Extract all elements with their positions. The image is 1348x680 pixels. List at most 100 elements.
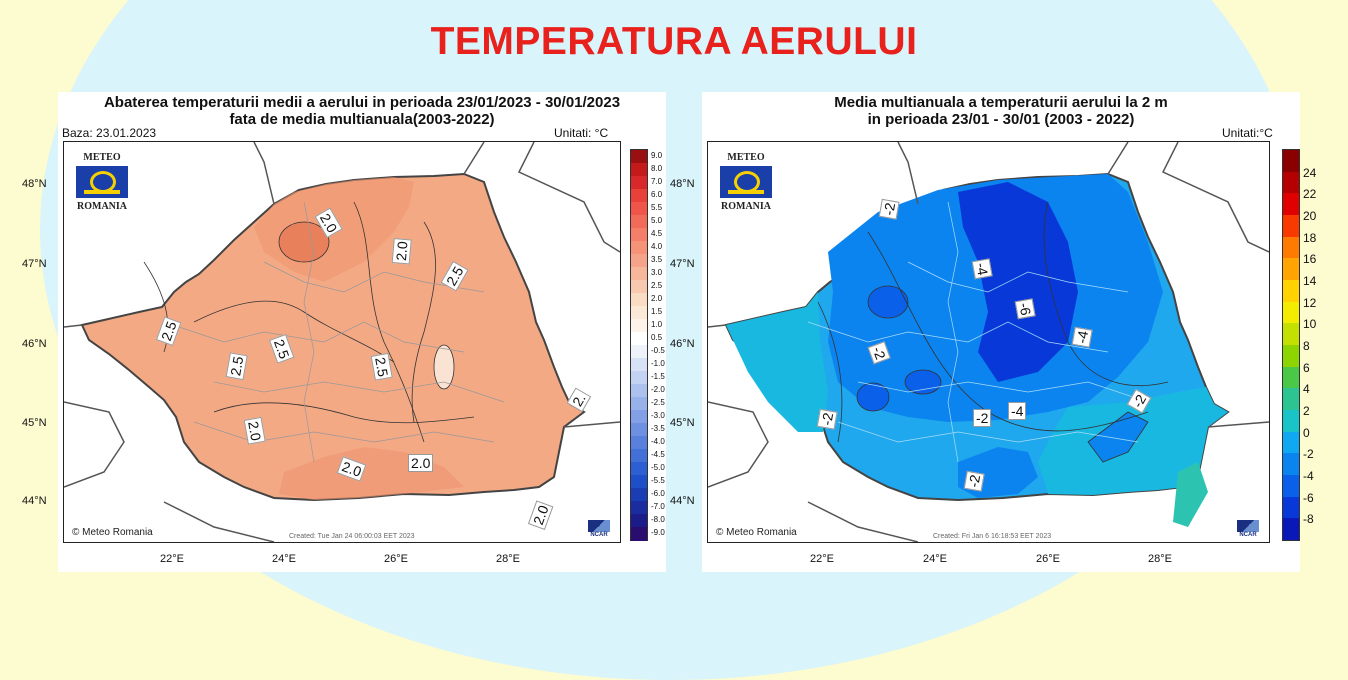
contour-line — [193, 300, 395, 363]
colorbar-label: -1.5 — [651, 371, 665, 381]
colorbar-label: 20 — [1303, 209, 1317, 223]
colorbar-swatch — [631, 397, 647, 411]
contour-label: -4 — [1008, 402, 1027, 420]
colorbar-label: -3.0 — [651, 410, 665, 420]
colorbar-label: -8.0 — [651, 514, 665, 524]
romania-cool-region — [433, 344, 455, 390]
colorbar-swatch — [631, 501, 647, 515]
left-lon-label: 24°E — [272, 553, 296, 565]
romania-cold-region — [867, 285, 909, 319]
colorbar-label: 2 — [1303, 404, 1310, 418]
right-lat-label: 47°N — [670, 258, 695, 270]
colorbar-label: 4.5 — [651, 228, 663, 238]
colorbar-label: -8 — [1303, 512, 1314, 527]
colorbar-swatch — [631, 293, 647, 307]
colorbar-label: 22 — [1303, 187, 1317, 202]
right-ncar-logo: NCAR — [1237, 520, 1259, 538]
colorbar-label: 1.5 — [651, 306, 663, 316]
right-copyright: © Meteo Romania — [716, 527, 797, 538]
colorbar-swatch — [631, 215, 647, 229]
colorbar-swatch — [631, 306, 647, 320]
right-lon-label: 28°E — [1148, 553, 1172, 565]
colorbar-label: 12 — [1303, 295, 1317, 310]
colorbar-label: 0 — [1303, 425, 1310, 440]
left-map-drawing — [64, 142, 620, 542]
colorbar-swatch — [1283, 258, 1299, 281]
colorbar-label: -4.0 — [651, 436, 665, 446]
colorbar-swatch — [1283, 193, 1299, 216]
colorbar-swatch — [631, 267, 647, 281]
left-created: Created: Tue Jan 24 06:00:03 EET 2023 — [289, 533, 415, 540]
left-lat-label: 45°N — [22, 417, 47, 429]
contour-label: -4 — [1071, 326, 1093, 348]
colorbar-label: -3.5 — [651, 423, 665, 433]
colorbar-label: 3.0 — [651, 267, 663, 277]
colorbar-label: -1.0 — [651, 358, 665, 368]
right-panel-title-line2: in perioada 23/01 - 30/01 (2003 - 2022) — [867, 111, 1135, 128]
romania-cold-region — [1087, 411, 1149, 463]
colorbar-label: -5.0 — [651, 462, 665, 472]
right-lon-label: 22°E — [810, 553, 834, 565]
ncar-icon — [1237, 520, 1259, 532]
county-boundary — [163, 201, 505, 463]
colorbar-label: 6 — [1303, 360, 1310, 375]
colorbar-label: -7.0 — [651, 501, 665, 511]
colorbar-label: -5.5 — [651, 475, 665, 485]
colorbar-swatch — [631, 371, 647, 385]
colorbar-swatch — [1283, 431, 1299, 454]
colorbar-swatch — [1283, 236, 1299, 259]
meteo-romania-logo-icon — [76, 166, 128, 198]
romania-cold-region — [904, 369, 942, 395]
colorbar-swatch — [631, 449, 647, 463]
border-line — [708, 142, 1269, 542]
colorbar-label: -0.5 — [651, 345, 665, 355]
ncar-icon — [588, 520, 610, 532]
colorbar-label: -6 — [1303, 490, 1314, 505]
meteo-romania-logo-icon — [720, 166, 772, 198]
colorbar-label: -2.0 — [651, 384, 665, 394]
colorbar-label: -9.0 — [651, 527, 665, 537]
anomaly-map-panel: Abaterea temperaturii medii a aerului in… — [22, 92, 666, 572]
colorbar-label: 6.0 — [651, 189, 663, 199]
left-ncar-logo: NCAR — [588, 520, 610, 538]
colorbar-label: 5.5 — [651, 202, 663, 212]
contour-line — [411, 221, 436, 423]
colorbar-swatch — [631, 488, 647, 502]
colorbar-swatch — [1283, 366, 1299, 389]
left-units: Unitati: °C — [554, 126, 609, 140]
right-map: METEO ROMANIA © Meteo Romania Created: F… — [707, 141, 1270, 543]
left-lon-label: 28°E — [496, 553, 520, 565]
right-lat-label: 48°N — [670, 178, 695, 190]
colorbar-swatch — [631, 280, 647, 294]
contour-label: -4 — [971, 258, 993, 280]
romania-warmer-region — [726, 292, 828, 432]
colorbar-swatch — [1283, 410, 1299, 433]
colorbar-label: 8 — [1303, 339, 1310, 353]
colorbar-swatch — [1283, 323, 1299, 346]
left-panel-title-line2: fata de media multianuala(2003-2022) — [229, 111, 495, 128]
contour-label: -6 — [1014, 298, 1036, 320]
climatology-map-panel: Media multianuala a temperaturii aerului… — [670, 92, 1316, 572]
colorbar-label: 16 — [1303, 252, 1317, 267]
colorbar-swatch — [631, 254, 647, 268]
left-logo-bottom-text: ROMANIA — [77, 201, 127, 212]
contour-line — [353, 201, 425, 443]
colorbar-label: 3.5 — [651, 254, 663, 264]
colorbar-swatch — [631, 514, 647, 528]
right-created: Created: Fri Jan 6 16:18:53 EET 2023 — [933, 533, 1052, 540]
county-boundary — [807, 201, 1149, 463]
colorbar-swatch — [1283, 171, 1299, 194]
contour-label: 2.0 — [391, 237, 412, 265]
colorbar-swatch — [631, 176, 647, 190]
colorbar-label: 1.0 — [651, 319, 663, 329]
colorbar-swatch — [631, 436, 647, 450]
contour-label: -2 — [878, 198, 900, 220]
colorbar-swatch — [1283, 301, 1299, 324]
right-lon-label: 24°E — [923, 553, 947, 565]
right-map-drawing — [708, 142, 1269, 542]
colorbar-swatch — [1283, 215, 1299, 238]
right-lat-label: 46°N — [670, 338, 695, 350]
colorbar-swatch — [631, 163, 647, 177]
right-logo-top-text: METEO — [727, 152, 765, 163]
border-line — [64, 142, 620, 542]
